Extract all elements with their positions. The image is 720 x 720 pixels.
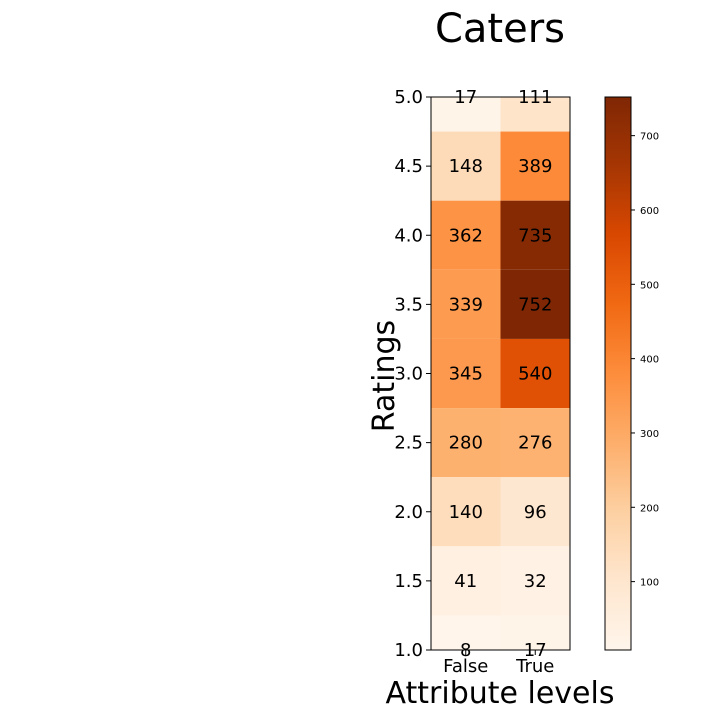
cell-value-label: 32 [524,571,547,592]
x-axis-label: Attribute levels [386,676,615,711]
colorbar-tick-label: 300 [640,429,659,440]
heatmap-cell [500,269,570,339]
colorbar-tick-label: 700 [640,132,659,143]
heatmap-cell [431,477,501,547]
heatmap-cell [500,546,570,616]
colorbar [604,96,632,651]
heatmap-cell [500,131,570,201]
cell-value-label: 752 [518,294,552,315]
y-tick-label: 3.0 [394,364,423,385]
y-tick-label: 2.0 [394,502,423,523]
heatmap-cell [431,338,501,409]
heatmap-cell [431,97,501,132]
heatmap-cell [500,615,570,650]
cell-value-label: 362 [449,225,483,246]
heatmap-cell [431,131,501,201]
cell-value-label: 41 [454,571,477,592]
heatmap-cell [500,338,570,409]
heatmap-cell [431,408,501,478]
y-tick-label: 5.0 [394,87,423,108]
heatmap-cell [500,477,570,547]
y-tick-label: 1.5 [394,571,423,592]
heatmap-cell [431,615,501,650]
y-tick-label: 4.5 [394,156,423,177]
cell-value-label: 148 [449,156,483,177]
colorbar-ticks: 100 200 300 400 500 600 700 [631,132,659,589]
cell-value-label: 389 [518,156,552,177]
colorbar-tick-label: 400 [640,355,659,366]
x-tick-label: False [443,656,488,677]
heatmap-cell [500,97,570,132]
cell-value-label: 96 [524,502,547,523]
cell-value-label: 735 [518,225,552,246]
heatmap-cell [431,200,501,270]
colorbar-tick-label: 600 [640,206,659,217]
cell-value-label: 540 [518,364,552,385]
cell-value-label: 280 [449,433,483,454]
y-tick-label: 4.0 [394,225,423,246]
colorbar-tick-label: 200 [640,503,659,514]
heatmap-cell [500,408,570,478]
heatmap-cell [500,200,570,270]
cell-value-label: 276 [518,433,552,454]
colorbar-tick-label: 100 [640,578,659,589]
heatmap-cell [431,269,501,339]
x-tick-label: True [515,656,554,677]
y-tick-label: 1.0 [394,640,423,661]
heatmap-cell [431,546,501,616]
x-axis-ticks: False True [443,650,554,677]
cell-value-label: 339 [449,294,483,315]
y-tick-label: 2.5 [394,433,423,454]
cell-value-label: 140 [449,502,483,523]
chart-title: Caters [435,6,565,52]
cell-value-label: 345 [449,364,483,385]
y-axis-ticks: 5.0 4.5 4.0 3.5 3.0 2.5 2.0 1.5 1.0 [394,87,431,661]
colorbar-tick-label: 500 [640,280,659,291]
y-axis-label: Ratings [367,320,402,432]
y-tick-label: 3.5 [394,294,423,315]
heatmap-cells [431,97,570,650]
